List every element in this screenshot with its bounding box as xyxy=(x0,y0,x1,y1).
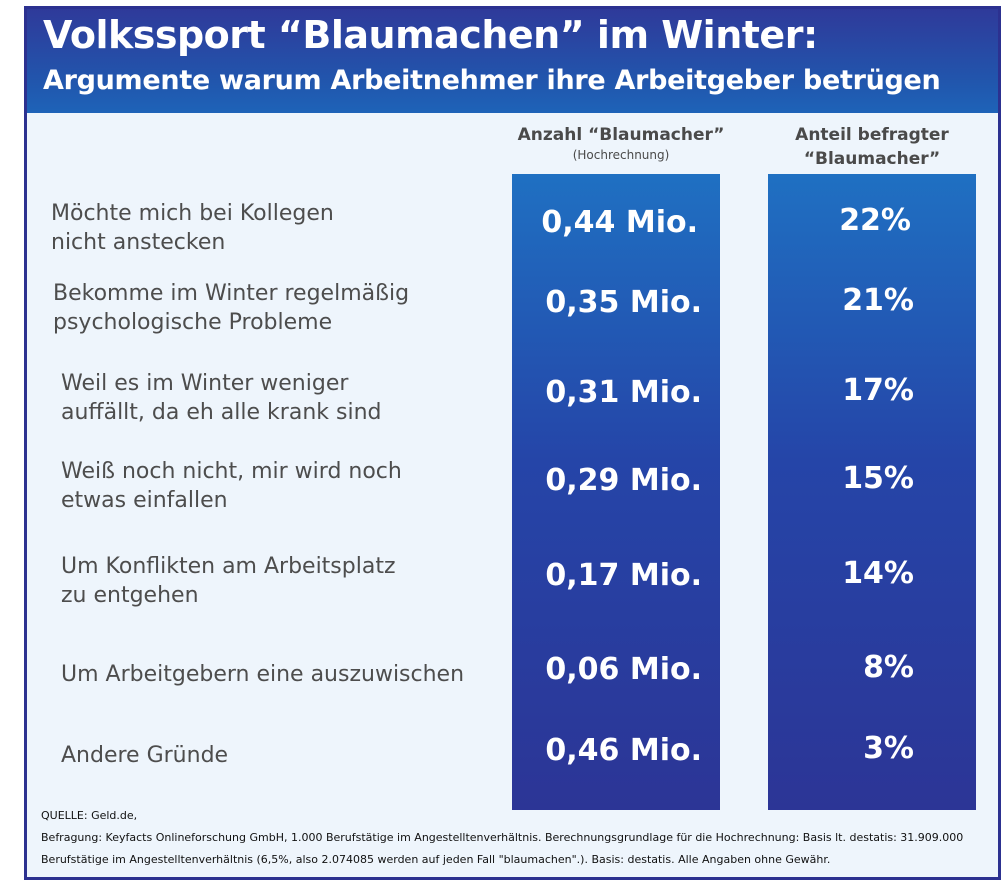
count-column-bar xyxy=(512,174,720,810)
reason-line-2: etwas einfallen xyxy=(61,488,228,513)
reason-line-1: Andere Gründe xyxy=(61,743,229,768)
table-row: Andere Gründe 0,46 Mio. 3% xyxy=(27,727,998,807)
reason-line-1: Weil es im Winter weniger xyxy=(61,371,349,396)
reason-label: Um Arbeitgebern eine auszuwischen xyxy=(61,660,464,689)
share-value: 17% xyxy=(842,373,914,408)
reason-line-1: Bekomme im Winter regelmäßig xyxy=(53,281,410,306)
source-line-2: Befragung: Keyfacts Onlineforschung GmbH… xyxy=(41,831,964,844)
header-banner: Volkssport “Blaumachen” im Winter: Argum… xyxy=(27,9,998,113)
reason-line-1: Um Konflikten am Arbeitsplatz xyxy=(61,554,396,579)
chart-subtitle: Argumente warum Arbeitnehmer ihre Arbeit… xyxy=(43,65,941,96)
reason-line-1: Um Arbeitgebern eine auszuwischen xyxy=(61,662,465,687)
count-value: 0,35 Mio. xyxy=(545,285,702,320)
share-value: 21% xyxy=(842,283,914,318)
reason-label: Bekomme im Winter regelmäßig psychologisc… xyxy=(53,279,409,337)
table-row: Um Arbeitgebern eine auszuwischen 0,06 Mi… xyxy=(27,646,998,726)
share-column-label-line1: Anteil befragter xyxy=(795,125,949,145)
reason-label: Möchte mich bei Kollegen nicht anstecken xyxy=(51,199,334,257)
reason-label: Um Konflikten am Arbeitsplatz zu entgehen xyxy=(61,552,396,610)
reason-line-2: nicht anstecken xyxy=(51,230,226,255)
reason-line-1: Möchte mich bei Kollegen xyxy=(51,201,334,226)
table-row: Möchte mich bei Kollegen nicht anstecken 0… xyxy=(27,199,998,279)
table-row: Weil es im Winter weniger auffällt, da eh… xyxy=(27,369,998,449)
count-value: 0,06 Mio. xyxy=(545,652,702,687)
count-value: 0,46 Mio. xyxy=(545,733,702,768)
chart-title: Volkssport “Blaumachen” im Winter: xyxy=(43,13,818,57)
count-column-label: Anzahl “Blaumacher” xyxy=(517,125,725,145)
share-column-label-line2: “Blaumacher” xyxy=(803,149,941,169)
reason-line-1: Weiß noch nicht, mir wird noch xyxy=(61,459,402,484)
source-line-1: QUELLE: Geld.de, xyxy=(41,809,138,822)
share-column-header: Anteil befragter “Blaumacher” xyxy=(747,123,997,171)
count-column-sublabel: (Hochrechnung) xyxy=(572,148,670,162)
share-value: 14% xyxy=(842,556,914,591)
table-row: Bekomme im Winter regelmäßig psychologisc… xyxy=(27,279,998,359)
share-value: 8% xyxy=(863,650,914,685)
count-value: 0,31 Mio. xyxy=(545,375,702,410)
count-column-header: Anzahl “Blaumacher” (Hochrechnung) xyxy=(501,123,741,163)
count-value: 0,29 Mio. xyxy=(545,463,702,498)
reason-label: Weiß noch nicht, mir wird noch etwas einf… xyxy=(61,457,402,515)
share-column-bar xyxy=(768,174,976,810)
share-value: 22% xyxy=(839,203,911,238)
share-value: 15% xyxy=(842,461,914,496)
reason-label: Weil es im Winter weniger auffällt, da eh… xyxy=(61,369,381,427)
count-value: 0,44 Mio. xyxy=(541,205,698,240)
reason-line-2: zu entgehen xyxy=(61,583,199,608)
infographic-frame: Volkssport “Blaumachen” im Winter: Argum… xyxy=(24,6,1001,880)
table-row: Weiß noch nicht, mir wird noch etwas einf… xyxy=(27,457,998,537)
source-note: QUELLE: Geld.de, Befragung: Keyfacts Onl… xyxy=(41,805,991,871)
reason-label: Andere Gründe xyxy=(61,741,228,770)
count-value: 0,17 Mio. xyxy=(545,558,702,593)
source-line-3: Berufstätige im Angestelltenverhältnis (… xyxy=(41,853,831,866)
share-value: 3% xyxy=(863,731,914,766)
reason-line-2: psychologische Probleme xyxy=(53,310,333,335)
table-row: Um Konflikten am Arbeitsplatz zu entgehen… xyxy=(27,552,998,632)
reason-line-2: auffällt, da eh alle krank sind xyxy=(61,400,382,425)
